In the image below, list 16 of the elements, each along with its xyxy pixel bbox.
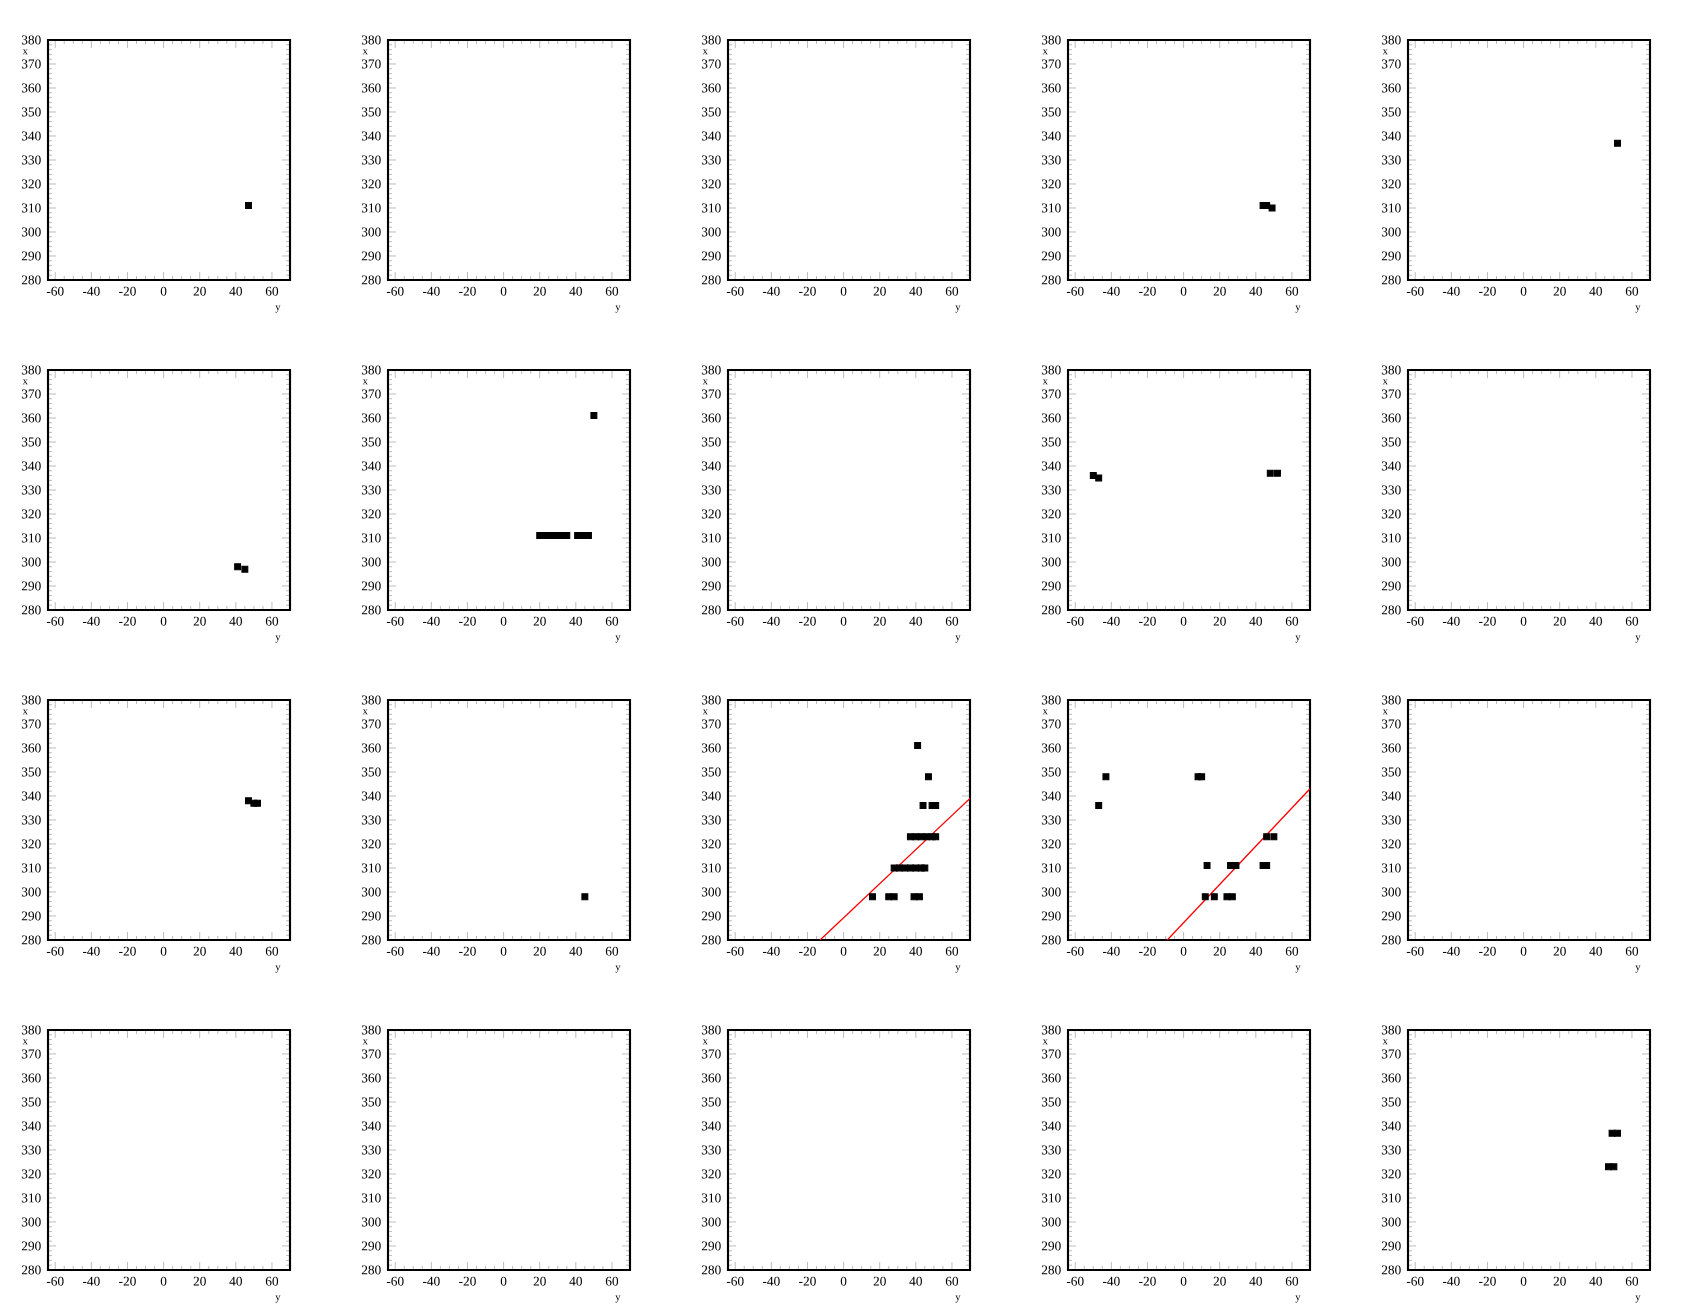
point [1228, 893, 1236, 901]
point [1201, 893, 1209, 901]
point [890, 893, 898, 901]
point [1095, 802, 1103, 810]
point [901, 864, 909, 872]
point [1203, 862, 1211, 870]
point [869, 893, 876, 901]
point [1270, 833, 1278, 841]
point [919, 802, 927, 810]
point [914, 742, 922, 750]
point [915, 893, 923, 901]
point [1263, 833, 1271, 841]
point [912, 864, 920, 872]
point [1102, 773, 1110, 781]
point [924, 773, 932, 781]
point [1210, 893, 1218, 901]
